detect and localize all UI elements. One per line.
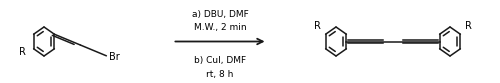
Text: M.W., 2 min: M.W., 2 min: [194, 23, 246, 32]
Text: R: R: [466, 21, 472, 31]
Text: R: R: [314, 21, 320, 31]
Text: Br: Br: [109, 52, 120, 62]
Text: a) DBU, DMF: a) DBU, DMF: [192, 10, 248, 19]
Text: R: R: [18, 47, 26, 57]
Text: rt, 8 h: rt, 8 h: [206, 70, 234, 79]
Text: b) CuI, DMF: b) CuI, DMF: [194, 56, 246, 65]
